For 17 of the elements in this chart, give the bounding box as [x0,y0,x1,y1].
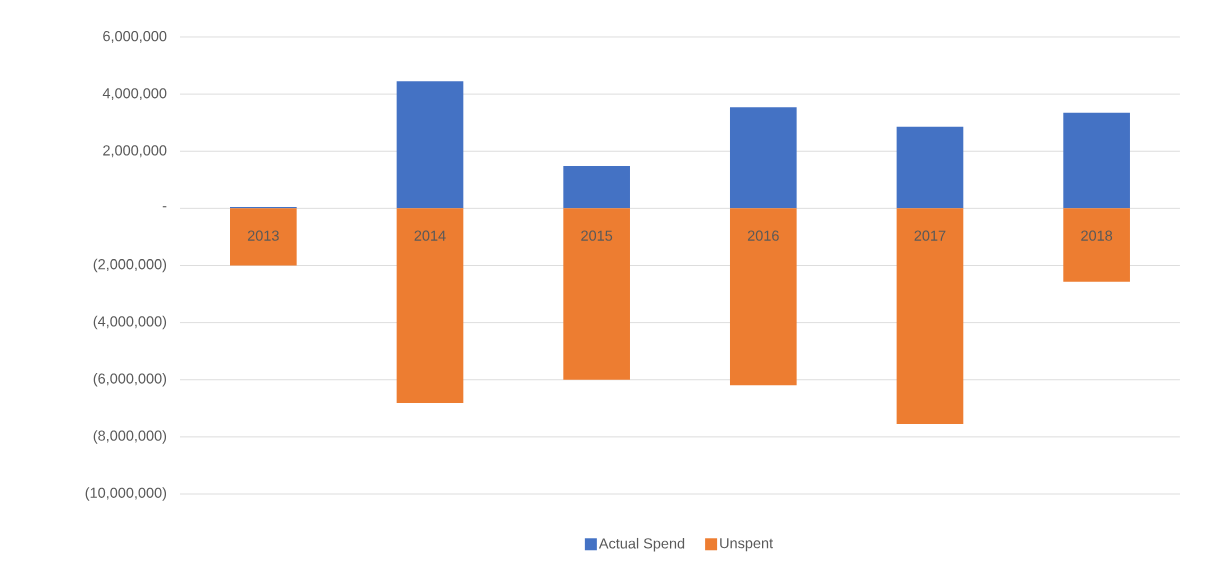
y-tick-label: (10,000,000) [85,487,167,501]
y-tick-label: - [162,206,167,208]
y-tick-label: (4,000,000) [93,315,167,330]
legend-label: Actual Spend [598,537,685,552]
y-tick-label: (6,000,000) [93,373,167,387]
y-tick-label: (2,000,000) [93,258,167,273]
y-tick-label: 4,000,000 [102,88,167,101]
x-tick-label: 2018 [1081,230,1113,241]
x-tick-label: 2013 [247,230,279,241]
legend-label: Unspent [720,538,773,552]
y-tick-label: 6,000,000 [103,31,167,43]
y-tick-label: (8,000,000) [93,430,167,444]
x-tick-label: 2016 [747,230,779,241]
y-tick-label: 2,000,000 [103,145,167,158]
x-tick-label: 2017 [914,230,946,241]
x-tick-label: 2015 [581,230,613,241]
x-tick-label: 2014 [414,230,446,241]
